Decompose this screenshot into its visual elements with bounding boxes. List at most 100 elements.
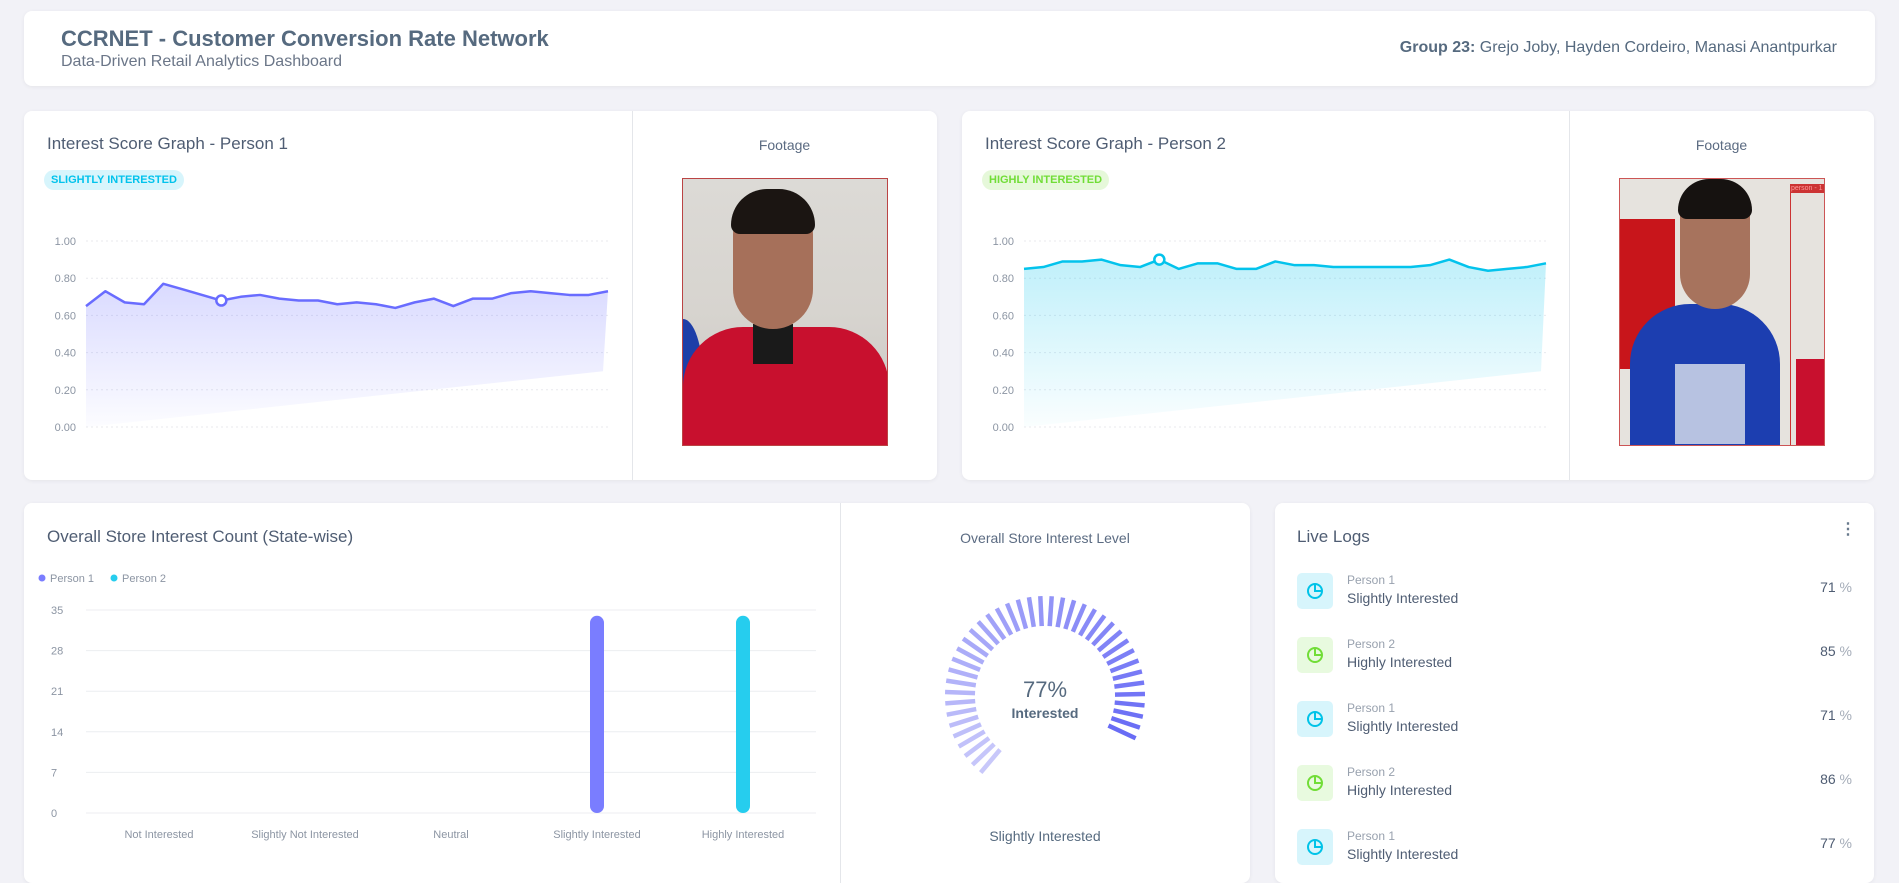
interest-level-title: Overall Store Interest Level (960, 530, 1130, 546)
x-tick-label: Not Interested (124, 829, 193, 841)
person1-card: Interest Score Graph - Person 1 SLIGHTLY… (24, 111, 937, 480)
gauge-segment (985, 613, 1007, 641)
x-tick-label: Slightly Not Interested (251, 829, 359, 841)
legend-marker (110, 574, 118, 582)
bar (736, 615, 750, 813)
gauge-segment (1078, 608, 1097, 637)
gauge-segment (1063, 599, 1077, 630)
person2-chart-title: Interest Score Graph - Person 2 (985, 134, 1226, 153)
score-line (85, 282, 609, 310)
y-tick-label: 35 (51, 605, 63, 617)
header-card: CCRNET - Customer Conversion Rate Networ… (24, 11, 1875, 86)
pie-chart-icon (1297, 573, 1333, 609)
y-tick-label: 1.00 (993, 236, 1014, 248)
gauge-segment (1110, 716, 1141, 730)
divider (632, 111, 633, 480)
y-tick-label: 0.00 (55, 422, 76, 434)
y-tick-label: 21 (51, 686, 63, 698)
y-tick-label: 0.20 (993, 385, 1014, 397)
y-tick-label: 0.40 (55, 348, 76, 360)
log-score-unit: % (1839, 579, 1852, 595)
divider (1569, 111, 1570, 480)
live-logs-card: Live Logs ⋮ Person 1 Slightly Interested… (1275, 503, 1874, 883)
interest-count-card: Overall Store Interest Count (State-wise… (24, 503, 1250, 883)
gauge-segment (1084, 614, 1107, 642)
log-score-unit: % (1839, 771, 1852, 787)
log-score-value: 71 (1820, 707, 1836, 723)
y-tick-label: 7 (51, 767, 57, 779)
y-tick-label: 0.80 (993, 273, 1014, 285)
interest-level-state: Slightly Interested (989, 828, 1101, 844)
count-chart-title: Overall Store Interest Count (State-wise… (47, 527, 354, 546)
y-tick-label: 0.80 (55, 273, 76, 285)
gauge-segment (994, 607, 1014, 636)
log-person: Person 2 (1347, 765, 1396, 779)
y-tick-label: 0.60 (993, 310, 1014, 322)
log-item: Person 1 Slightly Interested 77 % (1297, 829, 1852, 879)
gauge-segment (1015, 599, 1029, 630)
y-tick-label: 0.40 (993, 348, 1014, 360)
log-score: 71 % (1820, 579, 1852, 595)
data-point-marker (1153, 253, 1166, 266)
y-tick-label: 0.00 (993, 422, 1014, 434)
log-item: Person 1 Slightly Interested 71 % (1297, 701, 1852, 751)
legend-marker (38, 574, 46, 582)
gauge-segment (945, 678, 977, 688)
gauge-segment (945, 698, 976, 706)
gauge-segment (1038, 596, 1044, 627)
person2-score-chart: 0.00 0.20 0.40 0.60 0.80 1.00 (993, 236, 1547, 434)
log-item: Person 1 Slightly Interested 71 % (1297, 573, 1852, 623)
log-person: Person 2 (1347, 637, 1396, 651)
pie-chart-icon (1297, 829, 1333, 865)
gauge-segment (1112, 669, 1143, 681)
log-score-unit: % (1839, 707, 1852, 723)
gauge-segment (1070, 603, 1087, 633)
log-person: Person 1 (1347, 701, 1396, 715)
gauge-segment (957, 729, 986, 749)
score-line (1023, 258, 1547, 273)
y-tick-label: 1.00 (55, 236, 76, 248)
log-state: Slightly Interested (1347, 590, 1459, 606)
gauge-segment (1106, 648, 1135, 666)
gauge-segment (951, 656, 981, 672)
divider (840, 503, 841, 883)
app-title: CCRNET - Customer Conversion Rate Networ… (61, 26, 549, 51)
gauge-segment (1096, 629, 1123, 653)
y-tick-label: 0 (51, 808, 57, 820)
person2-card: Interest Score Graph - Person 2 HIGHLY I… (962, 111, 1874, 480)
log-state: Highly Interested (1347, 782, 1453, 798)
gauge-segment (946, 706, 977, 717)
group-info: Group 23: Grejo Joby, Hayden Cordeiro, M… (1400, 39, 1837, 57)
x-tick-label: Highly Interested (702, 829, 785, 841)
gauge-segment (963, 736, 991, 758)
log-score-value: 71 (1820, 579, 1836, 595)
gauge-segment (961, 636, 989, 658)
gauge-segment (976, 620, 1000, 646)
gauge-segment (945, 689, 976, 696)
gauge-segment (1055, 597, 1066, 628)
log-score: 71 % (1820, 707, 1852, 723)
gauge-segment (1026, 596, 1036, 628)
y-tick-label: 28 (51, 646, 63, 658)
gauge-segment (1107, 723, 1137, 741)
gauge-segment (1113, 708, 1144, 719)
more-options-icon[interactable]: ⋮ (1840, 521, 1856, 538)
y-tick-label: 14 (51, 727, 63, 739)
gauge-segment (1109, 658, 1140, 674)
x-tick-label: Neutral (433, 829, 468, 841)
person1-footage-image (682, 178, 888, 446)
log-person: Person 1 (1347, 573, 1396, 587)
log-score-unit: % (1839, 835, 1852, 851)
person1-status-badge: SLIGHTLY INTERESTED (44, 170, 184, 190)
gauge-segment (1047, 596, 1054, 627)
person1-chart-title: Interest Score Graph - Person 1 (47, 134, 288, 153)
group-label: Group 23: (1399, 39, 1476, 56)
gauge-segment (1004, 602, 1021, 633)
score-area (86, 283, 608, 427)
gauge-segment (970, 742, 996, 767)
data-point-marker (215, 294, 228, 307)
gauge-segment (948, 714, 979, 728)
person1-score-chart: 0.00 0.20 0.40 0.60 0.80 1.00 (55, 236, 609, 434)
group-members: Grejo Joby, Hayden Cordeiro, Manasi Anan… (1479, 39, 1837, 56)
gauge-value-label: Interested (1011, 705, 1079, 721)
